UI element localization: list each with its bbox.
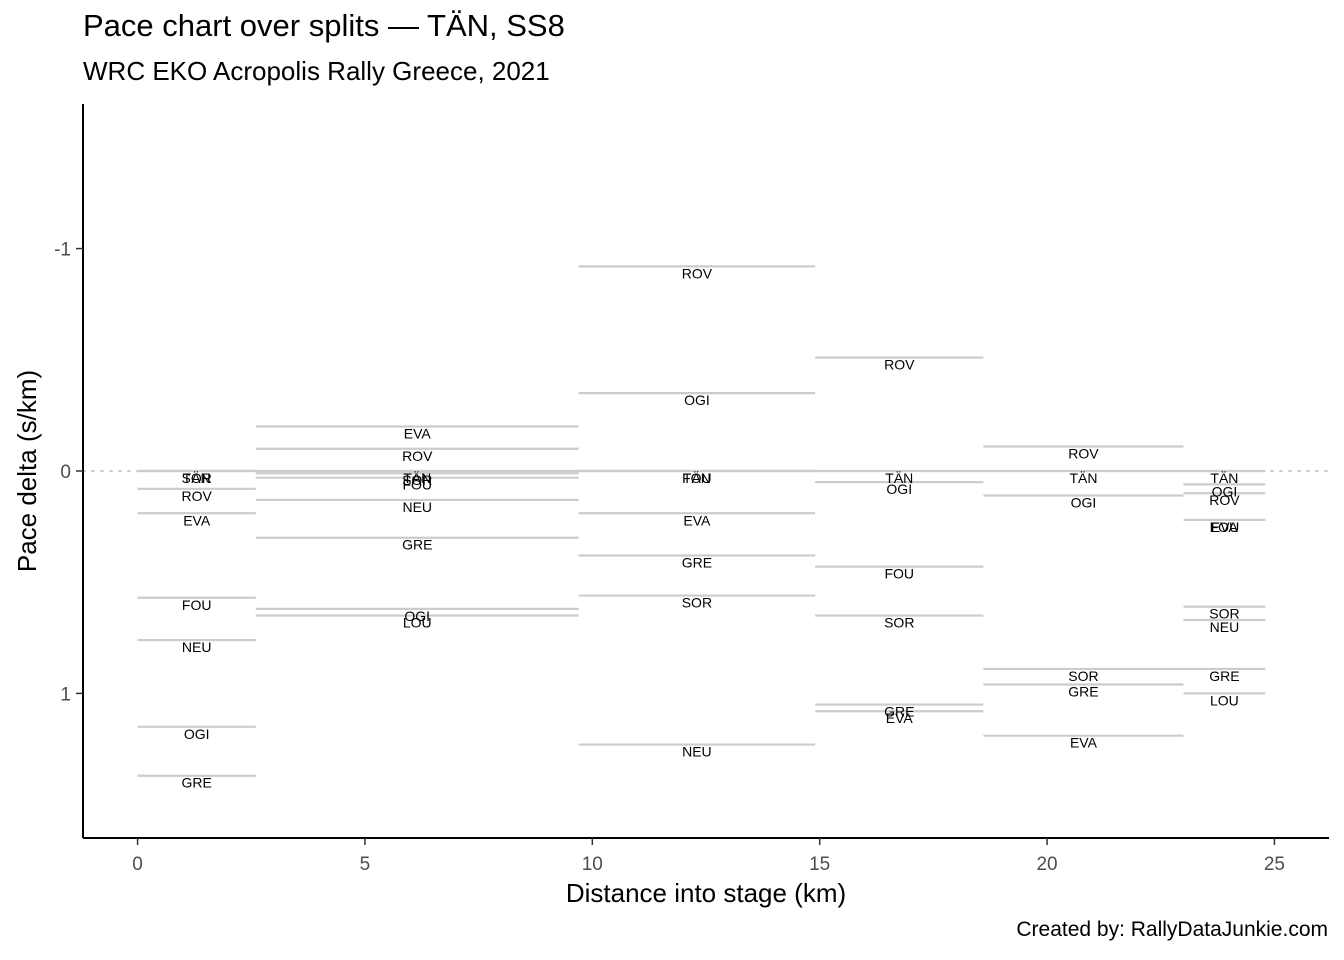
y-tick-label: 0 — [60, 462, 71, 483]
pace-label-gre: GRE — [1068, 684, 1098, 700]
pace-label-ogi: OGI — [1071, 494, 1097, 510]
pace-label-sor: SOR — [1068, 668, 1098, 684]
pace-label-rov: ROV — [884, 357, 915, 373]
pace-label-sor: SOR — [1209, 606, 1239, 622]
pace-label-eva: EVA — [183, 512, 211, 528]
pace-label-tän: TÄN — [1069, 470, 1097, 486]
pace-label-ogi: OGI — [684, 392, 710, 408]
pace-label-gre: GRE — [682, 555, 712, 571]
pace-label-rov: ROV — [1068, 446, 1099, 462]
pace-label-gre: GRE — [1209, 668, 1239, 684]
pace-label-ogi: OGI — [886, 481, 912, 497]
pace-label-eva: EVA — [404, 426, 432, 442]
pace-label-sor: SOR — [884, 615, 914, 631]
pace-label-tän: TÄN — [1210, 470, 1238, 486]
axes-layer: 0 5 10 15 20 25 -1 0 1 — [54, 104, 1329, 875]
pace-label-fou: FOU — [884, 566, 914, 582]
x-tick-label: 20 — [1036, 854, 1057, 875]
x-tick-label: 0 — [132, 854, 143, 875]
y-axis-title: Pace delta (s/km) — [12, 370, 42, 572]
pace-label-rov: ROV — [1209, 492, 1240, 508]
labels-layer: TÄNSORROVEVAFOUNEUOGIGREEVAROVTÄNSORFOUN… — [182, 265, 1241, 790]
chart-subtitle: WRC EKO Acropolis Rally Greece, 2021 — [83, 56, 550, 86]
pace-label-neu: NEU — [1210, 619, 1240, 635]
x-tick-label: 10 — [582, 854, 603, 875]
x-tick-label: 15 — [809, 854, 830, 875]
pace-label-gre: GRE — [884, 704, 914, 720]
x-tick-label: 5 — [360, 854, 371, 875]
pace-label-tän: TÄN — [403, 470, 431, 486]
pace-label-lou: LOU — [1210, 692, 1239, 708]
pace-label-neu: NEU — [182, 639, 212, 655]
x-axis-title: Distance into stage (km) — [566, 878, 846, 908]
x-tick-label: 25 — [1264, 854, 1285, 875]
pace-label-eva: EVA — [1211, 519, 1239, 535]
pace-label-rov: ROV — [402, 448, 433, 464]
pace-label-eva: EVA — [683, 512, 711, 528]
pace-label-tän: TÄN — [683, 470, 711, 486]
pace-label-neu: NEU — [682, 744, 712, 760]
pace-label-eva: EVA — [1070, 735, 1098, 751]
pace-label-sor: SOR — [682, 595, 712, 611]
pace-label-ogi: OGI — [184, 726, 210, 742]
pace-label-sor: SOR — [402, 472, 432, 488]
pace-label-rov: ROV — [182, 488, 213, 504]
pace-label-tän: TÄN — [885, 470, 913, 486]
pace-label-fou: FOU — [682, 470, 712, 486]
pace-label-fou: FOU — [1210, 519, 1240, 535]
pace-label-neu: NEU — [402, 499, 432, 515]
y-tick-label: 1 — [60, 684, 71, 705]
pace-label-eva: EVA — [886, 710, 914, 726]
pace-label-fou: FOU — [402, 477, 432, 493]
pace-label-tän: TÄN — [183, 470, 211, 486]
segments-layer — [82, 265, 1330, 777]
pace-label-fou: FOU — [182, 597, 212, 613]
pace-label-sor: SOR — [182, 470, 212, 486]
pace-label-ogi: OGI — [404, 608, 430, 624]
y-tick-label: -1 — [54, 240, 71, 261]
chart-caption: Created by: RallyDataJunkie.com — [1016, 918, 1328, 941]
chart-title: Pace chart over splits — TÄN, SS8 — [83, 8, 565, 43]
pace-label-ogi: OGI — [1212, 483, 1238, 499]
pace-label-gre: GRE — [182, 775, 212, 791]
pace-label-gre: GRE — [402, 537, 432, 553]
pace-label-rov: ROV — [682, 265, 713, 281]
pace-label-lou: LOU — [403, 615, 432, 631]
